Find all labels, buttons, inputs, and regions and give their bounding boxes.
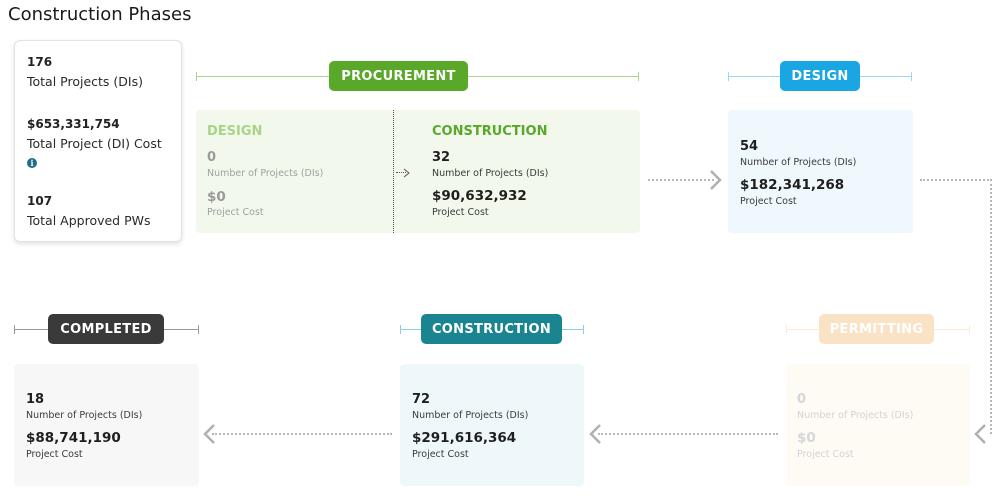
total-projects-block: 176 Total Projects (DIs)	[27, 55, 143, 89]
permitting-cost: $0	[797, 430, 816, 446]
permitting-to-construction-line	[598, 433, 778, 435]
procurement-to-design-line	[648, 179, 714, 181]
approved-pws-value: 107	[27, 194, 53, 208]
construction-phase-pill[interactable]: CONSTRUCTION	[421, 314, 562, 344]
procurement-to-design-chevron-icon	[710, 170, 722, 190]
info-icon[interactable]: i	[27, 158, 37, 168]
construction-cost: $291,616,364	[412, 430, 517, 446]
design-box	[728, 110, 913, 233]
design-cost: $182,341,268	[740, 177, 845, 193]
completed-cost: $88,741,190	[26, 430, 121, 446]
procurement-design-cost: $0	[207, 189, 226, 205]
design-to-permitting-chevron-icon	[974, 424, 986, 444]
procurement-phase-pill[interactable]: PROCUREMENT	[329, 61, 468, 91]
summary-card: 176 Total Projects (DIs) $653,331,754 To…	[14, 40, 182, 242]
design-count: 54	[740, 139, 759, 154]
procurement-construction-count: 32	[432, 150, 451, 165]
procurement-divider	[393, 110, 394, 233]
construction-count: 72	[412, 392, 431, 407]
completed-cost-label: Project Cost	[26, 449, 83, 460]
procurement-construction-count-label: Number of Projects (DIs)	[432, 168, 549, 179]
permitting-count-label: Number of Projects (DIs)	[797, 410, 914, 421]
permitting-phase-pill[interactable]: PERMITTING	[819, 314, 934, 344]
page-title: Construction Phases	[8, 4, 192, 25]
permitting-to-construction-chevron-icon	[589, 424, 601, 444]
approved-pws-label: Total Approved PWs	[27, 213, 151, 228]
procurement-design-cost-label: Project Cost	[207, 207, 264, 218]
construction-to-completed-line	[212, 433, 392, 435]
procurement-construction-cost: $90,632,932	[432, 188, 527, 204]
procurement-construction-cost-label: Project Cost	[432, 207, 489, 218]
procurement-box	[196, 110, 640, 233]
permitting-cost-label: Project Cost	[797, 449, 854, 460]
completed-count: 18	[26, 392, 45, 407]
design-connector-vertical	[990, 179, 992, 434]
completed-count-label: Number of Projects (DIs)	[26, 410, 143, 421]
procurement-construction-title: CONSTRUCTION	[432, 124, 548, 139]
permitting-box	[786, 364, 970, 486]
total-cost-label: Total Project (DI) Cost	[27, 136, 162, 151]
design-count-label: Number of Projects (DIs)	[740, 157, 857, 168]
total-cost-value: $653,331,754	[27, 117, 120, 131]
approved-pws-block: 107 Total Approved PWs	[27, 194, 151, 228]
completed-box	[14, 364, 199, 486]
construction-cost-label: Project Cost	[412, 449, 469, 460]
procurement-design-count: 0	[207, 150, 217, 165]
permitting-count: 0	[797, 392, 807, 407]
total-cost-block: $653,331,754 Total Project (DI) Cost i	[27, 117, 162, 170]
total-projects-label: Total Projects (DIs)	[27, 74, 143, 89]
procurement-inner-arrow-line	[396, 172, 406, 173]
total-projects-value: 176	[27, 55, 53, 69]
construction-box	[400, 364, 584, 486]
construction-to-completed-chevron-icon	[203, 424, 215, 444]
procurement-inner-arrow-icon	[403, 168, 410, 178]
design-phase-pill[interactable]: DESIGN	[780, 61, 860, 91]
design-cost-label: Project Cost	[740, 196, 797, 207]
procurement-design-title: DESIGN	[207, 124, 263, 139]
completed-phase-pill[interactable]: COMPLETED	[48, 314, 164, 344]
design-connector-horizontal	[920, 179, 992, 181]
procurement-design-count-label: Number of Projects (DIs)	[207, 168, 324, 179]
construction-count-label: Number of Projects (DIs)	[412, 410, 529, 421]
